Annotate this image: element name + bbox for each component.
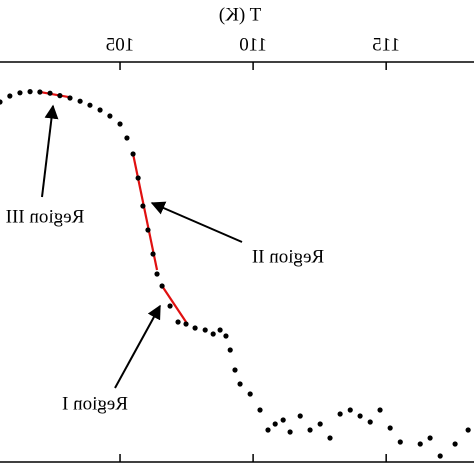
- data-point: [387, 425, 393, 431]
- data-point: [287, 429, 293, 435]
- data-point: [67, 95, 73, 101]
- data-point: [183, 321, 189, 327]
- data-point: [124, 135, 130, 141]
- data-point: [145, 227, 151, 233]
- fit-line: [37, 90, 70, 99]
- data-point: [337, 411, 343, 417]
- data-point: [202, 327, 208, 333]
- data-point: [47, 90, 53, 96]
- data-point: [465, 427, 471, 433]
- data-point: [77, 98, 83, 104]
- data-point: [223, 333, 229, 339]
- data-point: [175, 319, 181, 325]
- data-point: [140, 203, 146, 209]
- data-point: [27, 89, 33, 95]
- data-point: [397, 439, 403, 445]
- data-point: [297, 413, 303, 419]
- arrow: [114, 304, 161, 389]
- data-point: [227, 347, 233, 353]
- data-point: [232, 367, 238, 373]
- data-point: [272, 421, 278, 427]
- data-point: [452, 441, 458, 447]
- data-point: [87, 102, 93, 108]
- data-point: [265, 427, 271, 433]
- data-point: [7, 93, 13, 99]
- data-point: [280, 417, 286, 423]
- data-point: [427, 435, 433, 441]
- data-point: [192, 325, 198, 331]
- data-point: [347, 407, 353, 413]
- data-point: [317, 421, 323, 427]
- data-point: [327, 435, 333, 441]
- data-point: [17, 90, 23, 96]
- data-point: [154, 271, 160, 277]
- data-point: [159, 283, 165, 289]
- data-point: [257, 407, 263, 413]
- data-point: [247, 391, 253, 397]
- annotation: Region III: [6, 206, 85, 227]
- x-axis-label: T (K): [219, 4, 261, 25]
- x-tick-label: 115: [372, 34, 400, 55]
- data-point: [130, 151, 136, 157]
- fit-line: [161, 285, 187, 323]
- data-point: [307, 427, 313, 433]
- arrow: [150, 201, 243, 243]
- data-point: [57, 93, 63, 99]
- annotation: Region II: [252, 246, 324, 267]
- data-point: [217, 327, 223, 333]
- data-point: [377, 407, 383, 413]
- data-point: [417, 441, 423, 447]
- data-point: [167, 303, 173, 309]
- data-point: [37, 89, 43, 95]
- data-point: [135, 175, 141, 181]
- data-point: [367, 419, 373, 425]
- data-point: [210, 331, 216, 337]
- data-point: [437, 453, 443, 459]
- data-point: [150, 251, 156, 257]
- annotation: Region I: [62, 393, 128, 414]
- fit-line: [131, 153, 159, 271]
- data-point: [357, 413, 363, 419]
- data-point: [0, 99, 3, 105]
- arrow: [41, 104, 59, 198]
- data-point: [97, 107, 103, 113]
- data-point: [107, 113, 113, 119]
- data-point: [237, 381, 243, 387]
- data-point: [117, 121, 123, 127]
- x-tick-label: 105: [106, 34, 135, 55]
- x-tick-label: 110: [239, 34, 267, 55]
